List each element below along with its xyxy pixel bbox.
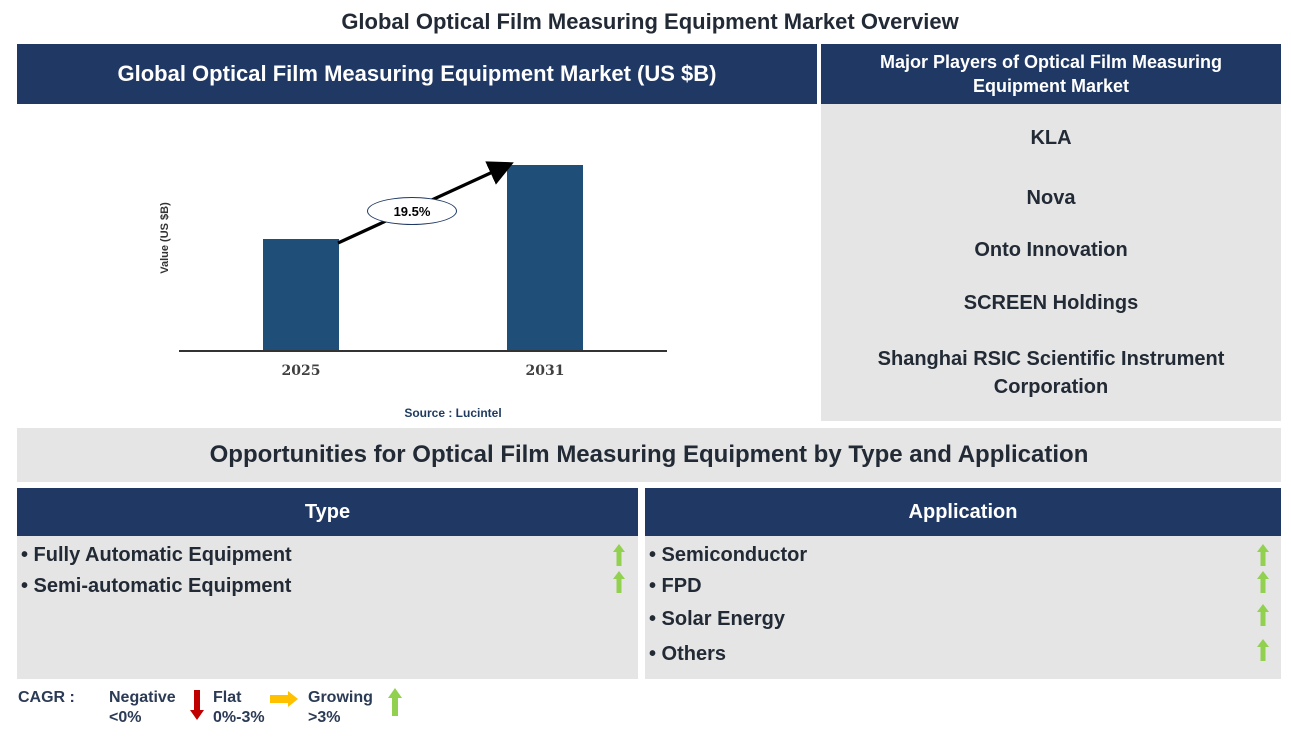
x-tick-2031: 2031	[525, 363, 565, 379]
up-arrow-icon	[613, 571, 625, 593]
page-title: Global Optical Film Measuring Equipment …	[341, 9, 959, 34]
type-header-label: Type	[304, 500, 351, 523]
type-list: • Fully Automatic Equipment • Semi-autom…	[17, 536, 638, 679]
player-item: Shanghai RSIC Scientific Instrument Corp…	[877, 348, 1225, 398]
up-arrow-icon	[1257, 639, 1269, 661]
player-item: SCREEN Holdings	[963, 292, 1139, 314]
player-item: Onto Innovation	[974, 239, 1128, 261]
players-list: KLA Nova Onto Innovation SCREEN Holdings…	[821, 104, 1281, 421]
legend-label: CAGR :	[18, 689, 75, 706]
players-panel-header: Major Players of Optical Film Measuring …	[821, 44, 1281, 104]
up-arrow-icon	[613, 544, 625, 566]
legend-negative-range: <0%	[109, 709, 142, 726]
type-item: • Semi-automatic Equipment	[21, 575, 292, 597]
y-axis-label: Value (US $B)	[159, 202, 171, 274]
application-list: • Semiconductor • FPD • Solar Energy • O…	[645, 536, 1281, 679]
market-panel-header: Global Optical Film Measuring Equipment …	[17, 44, 817, 104]
opportunities-title: Opportunities for Optical Film Measuring…	[209, 441, 1089, 468]
source-label: Source : Lucintel	[404, 406, 502, 420]
up-arrow-icon	[1257, 571, 1269, 593]
application-header-label: Application	[908, 500, 1018, 523]
bar-2031	[507, 165, 583, 351]
legend-growing-title: Growing	[308, 689, 373, 706]
bar-2025	[263, 239, 339, 351]
application-item: • Others	[649, 643, 727, 665]
legend-negative-title: Negative	[109, 689, 176, 706]
application-item: • Solar Energy	[649, 608, 785, 630]
legend-flat-title: Flat	[213, 689, 242, 706]
up-arrow-icon	[388, 688, 402, 716]
right-arrow-icon	[270, 691, 298, 707]
down-arrow-icon	[190, 690, 204, 720]
player-item: KLA	[1030, 127, 1072, 149]
players-panel-title: Major Players of Optical Film Measuring …	[879, 52, 1223, 96]
up-arrow-icon	[1257, 604, 1269, 626]
market-panel-title: Global Optical Film Measuring Equipment …	[117, 61, 717, 86]
type-item: • Fully Automatic Equipment	[21, 544, 292, 566]
x-axis-line	[179, 350, 667, 352]
player-item: Nova	[1026, 187, 1076, 209]
application-header: Application	[645, 488, 1281, 536]
application-item: • FPD	[649, 575, 702, 597]
x-tick-2025: 2025	[281, 363, 321, 379]
cagr-value: 19.5%	[393, 203, 431, 219]
legend-growing-range: >3%	[308, 709, 341, 726]
opportunities-header: Opportunities for Optical Film Measuring…	[17, 428, 1281, 482]
legend-flat-range: 0%-3%	[213, 709, 265, 726]
up-arrow-icon	[1257, 544, 1269, 566]
cagr-legend: CAGR : Negative <0% Flat 0%-3% Growing >…	[17, 688, 437, 738]
application-item: • Semiconductor	[649, 544, 808, 566]
type-header: Type	[17, 488, 638, 536]
cagr-badge: 19.5%	[367, 197, 457, 225]
